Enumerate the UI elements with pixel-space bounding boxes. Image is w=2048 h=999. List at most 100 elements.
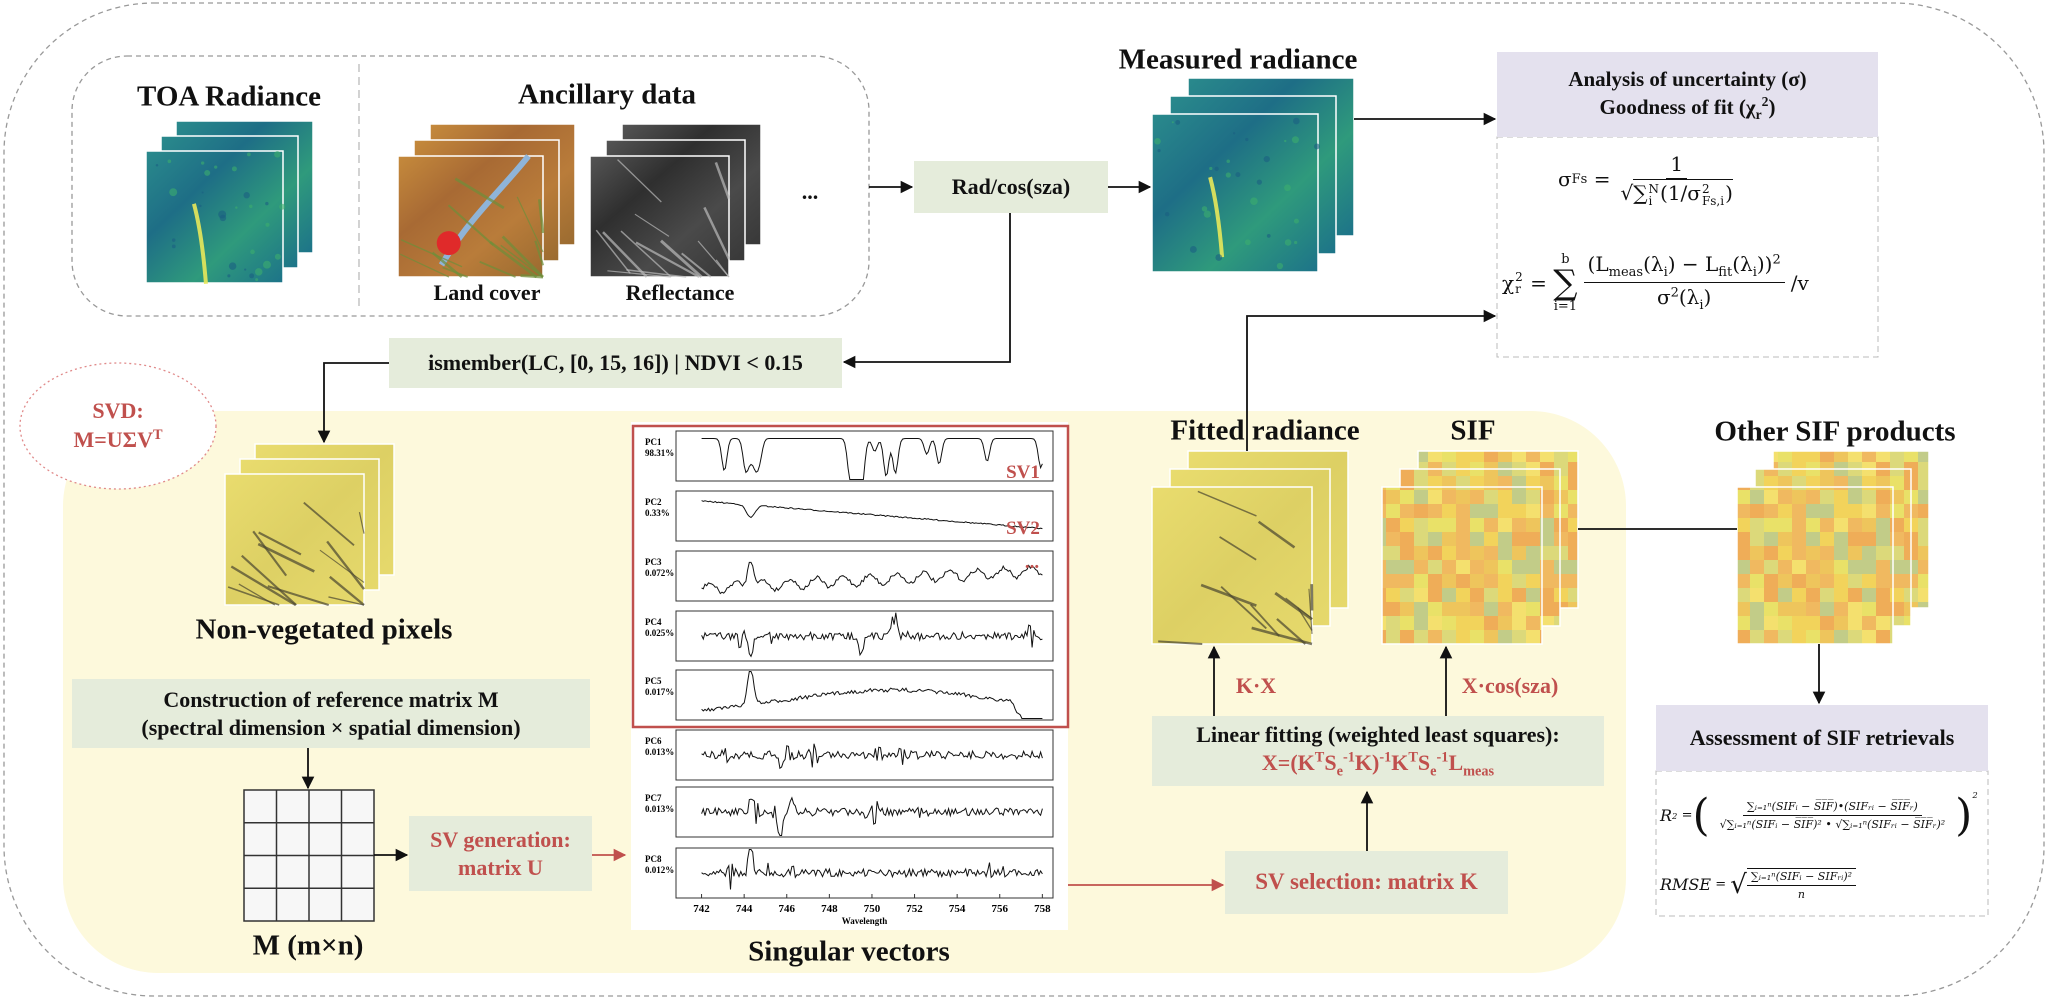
- image-detail: [479, 260, 516, 278]
- fit-part: 2: [1761, 93, 1769, 109]
- image-detail: [1313, 143, 1320, 150]
- image-detail: [1214, 166, 1219, 172]
- normalize-box: Rad/cos(sza): [914, 161, 1108, 213]
- plot-panel: [675, 610, 1054, 662]
- f-part: =: [1530, 270, 1547, 295]
- eq-part: meas: [1463, 763, 1495, 780]
- land-cover-image: [397, 155, 544, 278]
- uncertainty-title: Analysis of uncertainty (σ): [1568, 67, 1807, 92]
- image-detail: [228, 262, 237, 270]
- panel-share: 98.31%: [645, 448, 674, 458]
- image-detail: [635, 241, 700, 278]
- f-part: ∑: [1553, 262, 1578, 303]
- eq-part: -1: [1436, 749, 1449, 766]
- image-detail: [155, 164, 159, 167]
- f-part: i: [1752, 265, 1757, 280]
- panel-share: 0.33%: [645, 508, 670, 518]
- reflectance-image: [589, 155, 730, 278]
- construction-line: Construction of reference matrix M: [163, 687, 499, 712]
- image-detail: [1175, 119, 1181, 125]
- image-detail: [267, 585, 330, 606]
- image-detail: [454, 177, 505, 210]
- image-detail: [1276, 262, 1284, 270]
- f-part: 2: [1672, 810, 1678, 821]
- image-detail: [1284, 184, 1291, 192]
- eq-part: X=(K: [1261, 749, 1315, 775]
- f-num: (Lmeas(λi) − Lfit(λi))2: [1583, 252, 1785, 283]
- image-detail: [681, 252, 712, 278]
- eq-part: e: [1336, 763, 1343, 780]
- toa-title: TOA Radiance: [137, 80, 321, 113]
- outer-border: [3, 2, 2045, 997]
- image-detail: [279, 203, 286, 210]
- svd-equation-text: M=UΣV: [73, 427, 153, 453]
- f-part: ∑ᵢ₌₁ⁿ(SIFᵢ − SIFᵣᵢ)²: [1746, 870, 1857, 886]
- image-detail: [319, 549, 365, 583]
- image-detail: [489, 240, 538, 279]
- ancillary-title: Ancillary data: [517, 78, 697, 111]
- f-part: RMSE: [1660, 875, 1712, 894]
- eq-part: K: [1391, 749, 1409, 775]
- sv-curve: [701, 796, 1043, 836]
- image-detail: [703, 206, 731, 260]
- image-detail: [1284, 139, 1287, 143]
- sv-generation-line: SV generation:: [430, 827, 571, 852]
- image-detail: [1293, 218, 1299, 224]
- image-detail: [265, 201, 269, 206]
- image-detail: [1226, 159, 1230, 163]
- eq-part: -1: [1379, 749, 1392, 766]
- image-detail: [1157, 149, 1161, 153]
- f-part: χ: [1502, 270, 1515, 295]
- image-detail: [436, 231, 461, 256]
- image-detail: [626, 269, 687, 278]
- f-frac: (Lmeas(λi) − Lfit(λi))2 σ2(λi): [1583, 252, 1785, 313]
- plot-panel: [675, 669, 1054, 721]
- eq-part: T: [1408, 749, 1418, 766]
- image-detail: [1225, 172, 1231, 178]
- linear-fitting-box: Linear fitting (weighted least squares):…: [1152, 716, 1604, 786]
- image-detail: [1291, 136, 1299, 144]
- panel-share: 0.013%: [645, 747, 674, 757]
- sif-title: SIF: [1450, 414, 1496, 447]
- image-detail: [538, 199, 545, 234]
- sv-selection-text: SV selection: matrix K: [1255, 869, 1478, 895]
- fit-part: Goodness of fit (χ: [1599, 94, 1756, 119]
- image-detail: [1197, 490, 1257, 517]
- f-part: n: [1797, 888, 1805, 901]
- image-detail: [171, 238, 176, 242]
- image-detail: [715, 259, 730, 278]
- f-den: σ2(λi): [1653, 283, 1715, 313]
- panel-name: PC1: [645, 437, 662, 447]
- image-detail: [244, 268, 247, 271]
- image-detail: [447, 204, 495, 246]
- image-detail: [520, 274, 544, 279]
- image-detail: [231, 166, 237, 172]
- image-detail: [1251, 626, 1313, 646]
- f-part: σ: [1656, 285, 1671, 309]
- plot-panel: [675, 430, 1054, 482]
- image-detail: [167, 159, 172, 164]
- f-part: ) − L: [1667, 252, 1719, 276]
- normalize-text: Rad/cos(sza): [951, 174, 1071, 200]
- plot-panel: [675, 490, 1054, 542]
- image-detail: [1257, 520, 1296, 549]
- f-part: R: [1660, 806, 1673, 825]
- x-tick-label: 750: [864, 903, 881, 915]
- xcos-label: X·cos(sza): [1461, 673, 1559, 698]
- panel-share: 0.012%: [645, 865, 674, 875]
- f-part: =: [1593, 167, 1611, 192]
- f-part: √: [1620, 181, 1634, 205]
- eq-part: e: [1430, 763, 1437, 780]
- x-tick-label: 758: [1034, 903, 1051, 915]
- sif-image: [1381, 486, 1543, 645]
- sv-curve: [701, 438, 1043, 480]
- eq-part: -1: [1342, 749, 1355, 766]
- sv-curve: [701, 671, 1043, 719]
- x-tick-label: 754: [949, 903, 966, 915]
- f-part: i=1: [1553, 298, 1578, 314]
- construction-box: Construction of reference matrix M (spec…: [72, 679, 590, 748]
